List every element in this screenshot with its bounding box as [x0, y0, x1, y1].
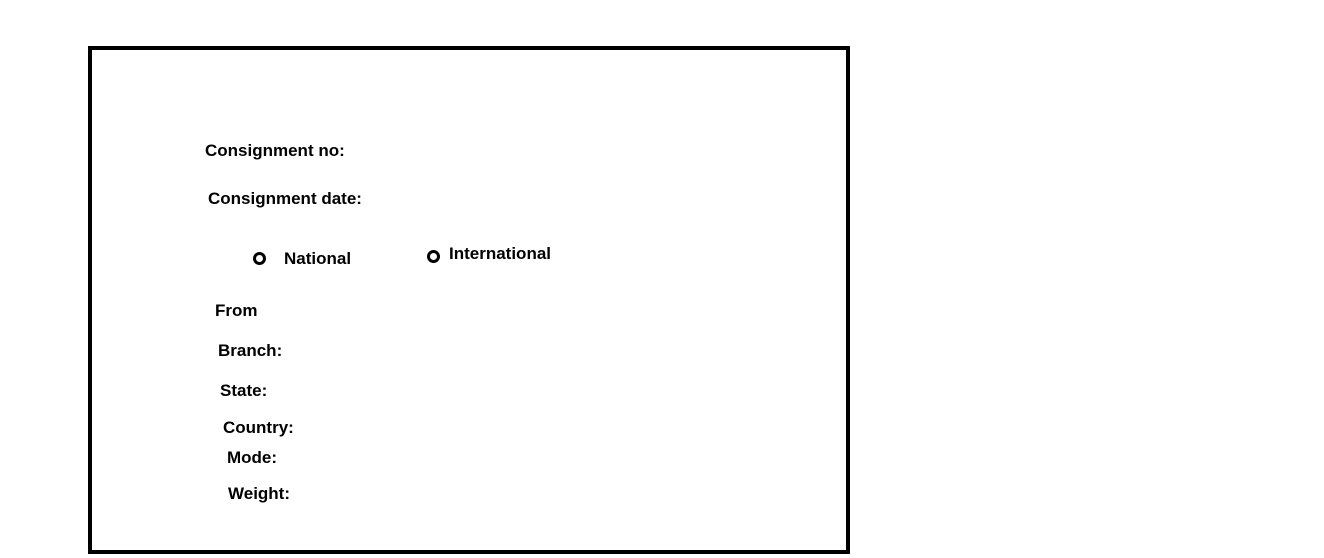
- weight-label: Weight:: [228, 484, 291, 503]
- country-label: Country:: [223, 418, 294, 437]
- state-label: State:: [220, 381, 268, 400]
- consignment-date-label: Consignment date:: [208, 189, 362, 208]
- consignment-no-label: Consignment no:: [205, 141, 345, 160]
- from-section-label: From: [215, 301, 258, 320]
- branch-label: Branch:: [218, 341, 283, 360]
- consignment-form-frame: [88, 46, 850, 554]
- international-radio[interactable]: [427, 250, 440, 263]
- mode-label: Mode:: [227, 448, 278, 467]
- national-radio-label[interactable]: National: [284, 249, 352, 268]
- international-radio-label[interactable]: International: [449, 244, 552, 263]
- national-radio[interactable]: [253, 252, 266, 265]
